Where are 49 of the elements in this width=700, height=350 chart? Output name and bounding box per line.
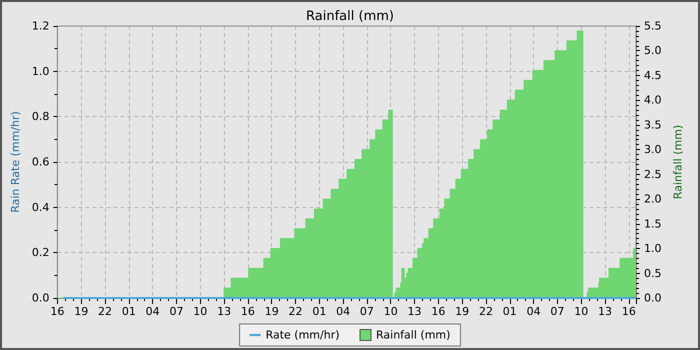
x-tick-label: 04 xyxy=(526,305,541,318)
x-tick-label: 07 xyxy=(360,305,374,318)
y2-tick-label: 0.0 xyxy=(644,292,662,304)
y2-tick-label: 4.0 xyxy=(644,94,662,107)
x-tick-label: 10 xyxy=(193,305,208,318)
y2-tick-label: 2.5 xyxy=(644,168,662,181)
x-tick-label: 19 xyxy=(455,305,470,318)
x-tick-label: 13 xyxy=(598,305,612,318)
x-tick-label: 04 xyxy=(336,305,350,318)
y2-tick-label: 0.5 xyxy=(644,266,662,280)
y2-tick-label: 3.5 xyxy=(644,118,662,132)
y2-tick-label: 1.0 xyxy=(644,242,662,256)
x-tick-label: 16 xyxy=(431,305,446,318)
y-axis-title: Rain Rate (mm/hr) xyxy=(9,111,22,213)
x-tick-label: 07 xyxy=(550,305,564,318)
x-tick-label: 16 xyxy=(50,305,64,318)
x-tick-label: 01 xyxy=(312,305,326,318)
x-tick-label: 13 xyxy=(217,305,232,318)
y-tick-label: 1.0 xyxy=(32,64,50,78)
y-tick-label: 0.2 xyxy=(32,246,50,260)
x-tick-label: 19 xyxy=(264,305,279,318)
x-tick-label: 22 xyxy=(98,305,112,318)
x-tick-label: 16 xyxy=(622,305,636,318)
y2-tick-label: 5.5 xyxy=(644,20,662,32)
x-tick-label: 10 xyxy=(574,305,588,318)
y2-tick-label: 4.5 xyxy=(644,68,662,82)
y-tick-label: 1.2 xyxy=(32,20,50,32)
y2-tick-label: 3.0 xyxy=(644,143,662,156)
y-tick-label: 0.4 xyxy=(32,200,50,214)
x-tick-label: 22 xyxy=(288,305,303,318)
chart-title: Rainfall (mm) xyxy=(306,9,394,24)
y-tick-label: 0.6 xyxy=(32,156,50,168)
legend-label: Rate (mm/hr) xyxy=(266,328,340,342)
y2-tick-label: 5.0 xyxy=(644,44,662,58)
x-tick-label: 22 xyxy=(478,305,493,318)
y-tick-label: 0.8 xyxy=(32,110,50,124)
x-tick-label: 04 xyxy=(146,305,160,318)
x-tick-label: 19 xyxy=(74,305,88,318)
x-tick-label: 13 xyxy=(408,305,422,318)
x-tick-label: 10 xyxy=(384,305,398,318)
y2-tick-label: 2.0 xyxy=(644,192,662,206)
y2-axis-title: Rainfall (mm) xyxy=(671,124,684,200)
x-tick-label: 01 xyxy=(122,305,136,318)
y-tick-label: 0.0 xyxy=(32,292,50,304)
x-tick-label: 01 xyxy=(502,305,517,318)
x-tick-label: 07 xyxy=(169,305,184,318)
x-tick-label: 16 xyxy=(240,305,255,318)
legend-label: Rainfall (mm) xyxy=(376,328,450,342)
y2-tick-label: 1.5 xyxy=(644,217,662,230)
